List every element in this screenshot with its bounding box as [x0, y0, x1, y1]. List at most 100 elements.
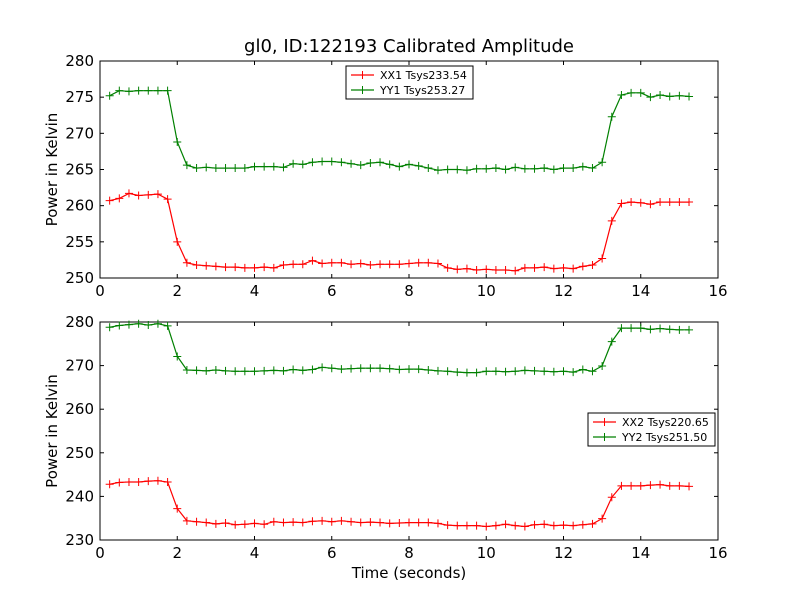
data-point [656, 90, 665, 99]
data-point [405, 160, 413, 169]
data-point [260, 366, 269, 375]
x-tick-label: 6 [327, 282, 337, 300]
data-point [559, 263, 568, 272]
data-point [501, 165, 510, 174]
data-point [240, 520, 249, 529]
data-point [578, 365, 587, 374]
data-point [298, 260, 307, 269]
data-point [569, 164, 578, 173]
data-point [269, 162, 278, 171]
data-point [144, 190, 153, 199]
data-point [530, 164, 539, 173]
data-point [231, 164, 240, 173]
y-axis-label: Power in Kelvin [43, 113, 61, 227]
y-tick-label: 270 [65, 124, 94, 142]
x-tick-label: 10 [477, 282, 496, 300]
data-point [376, 518, 385, 527]
x-tick-label: 4 [250, 544, 260, 562]
data-point [424, 258, 433, 267]
data-point [646, 325, 655, 334]
legend-label: XX1 Tsys233.54 [380, 69, 467, 82]
data-point [115, 194, 124, 203]
data-point [279, 163, 288, 172]
data-point [163, 321, 172, 330]
data-point [665, 198, 674, 207]
data-point [289, 159, 298, 168]
data-point [211, 519, 220, 528]
data-point [578, 162, 587, 171]
data-point [453, 265, 462, 274]
data-point [144, 477, 153, 486]
data-point [279, 518, 288, 527]
data-point [685, 92, 694, 101]
data-point [105, 196, 114, 205]
y-tick-label: 255 [65, 233, 94, 251]
data-point [520, 366, 529, 375]
data-point [530, 520, 539, 529]
data-point [424, 365, 433, 374]
data-point [231, 367, 240, 376]
data-point [511, 521, 520, 530]
data-point [405, 259, 413, 268]
data-point [250, 367, 259, 376]
data-point [124, 320, 133, 329]
data-point [153, 476, 162, 485]
data-point [134, 478, 143, 487]
data-point [636, 481, 645, 490]
data-point [211, 164, 220, 173]
data-point [289, 365, 298, 374]
data-point [530, 263, 539, 272]
data-point [385, 160, 394, 169]
legend-label: YY2 Tsys251.50 [621, 431, 707, 444]
data-point [617, 324, 626, 333]
data-point [105, 91, 114, 100]
data-point [491, 367, 500, 376]
data-point [318, 516, 327, 525]
data-point [491, 266, 500, 275]
data-point [462, 264, 471, 273]
data-point [260, 263, 269, 272]
y-tick-label: 280 [65, 52, 94, 70]
data-point [472, 164, 481, 173]
data-point [347, 517, 356, 526]
data-point [269, 366, 278, 375]
data-point [443, 263, 452, 272]
data-point [549, 264, 558, 273]
data-point [366, 260, 375, 269]
data-point [685, 482, 694, 491]
x-axis-label: Time (seconds) [351, 564, 467, 582]
data-point [134, 319, 143, 328]
data-point [636, 324, 645, 333]
legend-marker [600, 418, 609, 426]
data-point [192, 260, 201, 269]
data-point [308, 256, 317, 265]
data-point [472, 521, 481, 530]
data-point [607, 337, 616, 346]
data-point [153, 319, 162, 328]
data-point [646, 481, 655, 490]
data-point [588, 164, 597, 173]
data-point [395, 260, 404, 269]
data-point [491, 164, 500, 173]
data-point [337, 258, 346, 267]
data-point [501, 367, 510, 376]
legend-marker [600, 433, 609, 441]
data-point [491, 521, 500, 530]
data-point [685, 198, 694, 207]
data-point [646, 93, 655, 102]
data-point [443, 165, 452, 174]
data-point [617, 199, 626, 208]
x-tick-label: 10 [477, 544, 496, 562]
legend-marker [358, 86, 367, 94]
data-point [240, 263, 249, 272]
legend-marker [358, 71, 367, 79]
data-point [308, 517, 317, 526]
data-point [520, 164, 529, 173]
data-point [231, 263, 240, 272]
data-point [540, 164, 549, 173]
data-point [569, 521, 578, 530]
x-tick-label: 12 [554, 544, 573, 562]
data-point [173, 352, 182, 361]
data-point [337, 158, 346, 167]
data-point [289, 518, 298, 527]
